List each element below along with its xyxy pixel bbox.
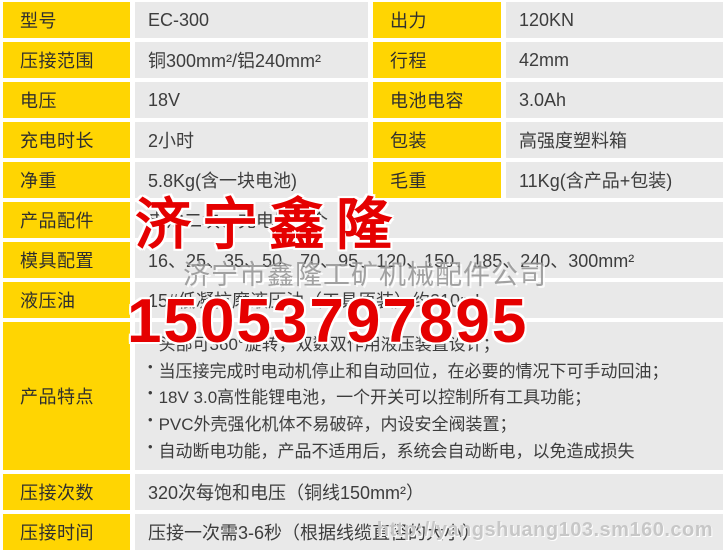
row-value: 18V — [135, 82, 368, 118]
row-label: 行程 — [373, 42, 501, 78]
table-row: 产品配件 电池二块、充电器一个 — [3, 202, 723, 238]
table-row: 充电时长 2小时 包装 高强度塑料箱 — [3, 122, 723, 158]
table-row: 压接时间 压接一次需3-6秒（根据线缆直径的大小） — [3, 514, 723, 550]
features-list: • 头部可360°旋转，双数双作用液压装置设计； • 当压接完成时电动机停止和自… — [135, 322, 723, 470]
row-value: 120KN — [506, 2, 723, 38]
row-label: 净重 — [3, 162, 130, 198]
bullet-icon: • — [148, 358, 153, 374]
feature-item: • 头部可360°旋转，双数双作用液压装置设计； — [148, 330, 715, 355]
row-label: 包装 — [373, 122, 501, 158]
row-label: 充电时长 — [3, 122, 130, 158]
row-value: 320次每饱和电压（铜线150mm²） — [135, 474, 723, 510]
feature-item: • PVC外壳强化机体不易破碎，内设安全阀装置； — [148, 410, 715, 435]
row-value: 压接一次需3-6秒（根据线缆直径的大小） — [135, 514, 723, 550]
row-label: 模具配置 — [3, 242, 130, 278]
row-value: 42mm — [506, 42, 723, 78]
row-value: 2小时 — [135, 122, 368, 158]
bullet-icon: • — [148, 385, 153, 401]
row-label: 压接时间 — [3, 514, 130, 550]
bullet-icon: • — [148, 439, 153, 455]
table-row: 净重 5.8Kg(含一块电池) 毛重 11Kg(含产品+包装) — [3, 162, 723, 198]
row-label: 产品配件 — [3, 202, 130, 238]
table-row-features: 产品特点 • 头部可360°旋转，双数双作用液压装置设计； • 当压接完成时电动… — [3, 322, 723, 470]
row-label: 压接范围 — [3, 42, 130, 78]
row-value: 15#低凝抗磨液压油（工具原装）约210mL — [135, 282, 723, 318]
row-label: 毛重 — [373, 162, 501, 198]
row-label: 电池电容 — [373, 82, 501, 118]
table-row: 模具配置 16、25、35、50、70、95、120、150、185、240、3… — [3, 242, 723, 278]
row-value: 高强度塑料箱 — [506, 122, 723, 158]
row-value: 11Kg(含产品+包装) — [506, 162, 723, 198]
row-label: 出力 — [373, 2, 501, 38]
row-value: 5.8Kg(含一块电池) — [135, 162, 368, 198]
table-row: 压接范围 铜300mm²/铝240mm² 行程 42mm — [3, 42, 723, 78]
row-value: 3.0Ah — [506, 82, 723, 118]
feature-text: 18V 3.0高性能锂电池，一个开关可以控制所有工具功能； — [158, 388, 592, 408]
feature-item: • 当压接完成时电动机停止和自动回位，在必要的情况下可手动回油； — [148, 357, 715, 382]
row-label: 型号 — [3, 2, 130, 38]
row-label: 压接次数 — [3, 474, 130, 510]
row-value: 铜300mm²/铝240mm² — [135, 42, 368, 78]
table-row: 压接次数 320次每饱和电压（铜线150mm²） — [3, 474, 723, 510]
table-row: 液压油 15#低凝抗磨液压油（工具原装）约210mL — [3, 282, 723, 318]
bullet-icon: • — [148, 412, 153, 428]
table-row: 电压 18V 电池电容 3.0Ah — [3, 82, 723, 118]
feature-text: PVC外壳强化机体不易破碎，内设安全阀装置； — [158, 415, 517, 435]
feature-text: 自动断电功能，产品不适用后，系统会自动断电，以免造成损失 — [158, 442, 635, 462]
feature-text: 头部可360°旋转，双数双作用液压装置设计； — [158, 334, 500, 354]
row-value: 16、25、35、50、70、95、120、150、185、240、300mm² — [135, 242, 723, 278]
spec-table: 型号 EC-300 出力 120KN 压接范围 铜300mm²/铝240mm² … — [3, 2, 723, 550]
feature-item: • 自动断电功能，产品不适用后，系统会自动断电，以免造成损失 — [148, 437, 715, 462]
row-value: 电池二块、充电器一个 — [135, 202, 723, 238]
row-label: 液压油 — [3, 282, 130, 318]
bullet-icon: • — [148, 331, 153, 347]
table-row: 型号 EC-300 出力 120KN — [3, 2, 723, 38]
row-label: 产品特点 — [3, 322, 130, 470]
row-value: EC-300 — [135, 2, 368, 38]
row-label: 电压 — [3, 82, 130, 118]
feature-text: 当压接完成时电动机停止和自动回位，在必要的情况下可手动回油； — [158, 361, 669, 381]
feature-item: • 18V 3.0高性能锂电池，一个开关可以控制所有工具功能； — [148, 383, 715, 408]
